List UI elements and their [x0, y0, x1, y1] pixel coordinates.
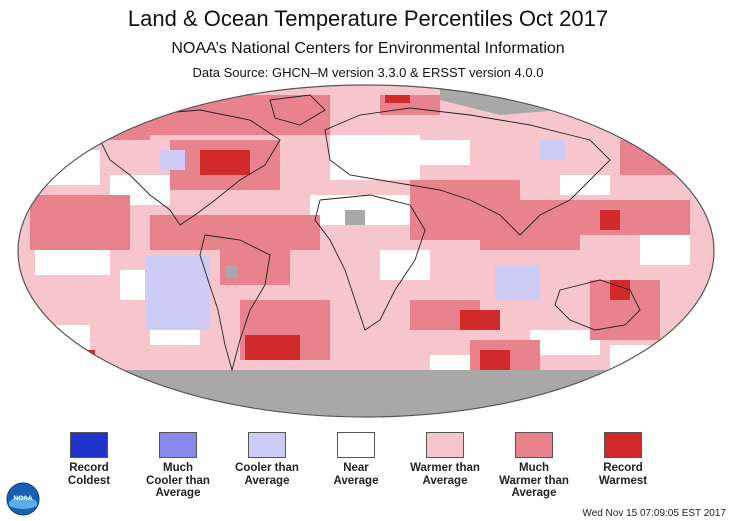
map-much-warmer-region [30, 195, 130, 250]
map-much-warmer-region [150, 95, 330, 135]
timestamp: Wed Nov 15 07:09:05 EST 2017 [582, 508, 726, 519]
legend-label: Cooler than Average [235, 462, 299, 487]
legend-item-cooler: Cooler than Average [225, 432, 309, 487]
map-near-region [530, 330, 600, 355]
logo-text: NOAA [13, 495, 32, 502]
coastlines [94, 94, 641, 372]
map-record-warm-region [80, 350, 95, 360]
legend-item-near-average: Near Average [314, 432, 398, 487]
legend-swatch [248, 432, 286, 458]
map-near-region [35, 250, 110, 275]
legend-label: Warmer than Average [410, 462, 480, 487]
map-title: Land & Ocean Temperature Percentiles Oct… [127, 6, 609, 31]
legend-label: Near Average [333, 462, 379, 487]
legend-label: Record Coldest [67, 462, 111, 487]
map-much-warmer-region [620, 140, 680, 175]
legend-swatch [70, 432, 108, 458]
map-no-data-region [18, 85, 120, 110]
eurasia-outline [324, 107, 611, 236]
map-cooler-region [540, 140, 565, 160]
map-near-region [610, 345, 670, 375]
map-record-warm-region [460, 310, 500, 330]
data-source: Data Source: GHCN–M version 3.3.0 & ERSS… [192, 65, 544, 80]
legend-label: Much Cooler than Average [146, 462, 210, 499]
map-record-warm-region [200, 150, 250, 175]
africa-outline [314, 194, 426, 331]
legend-item-much-cooler: Much Cooler than Average [136, 432, 220, 500]
map-near-region [330, 135, 420, 180]
legend-swatch [337, 432, 375, 458]
map-near-region [40, 150, 100, 185]
map-record-warm-region [245, 335, 300, 360]
map-no-data-region [345, 210, 365, 225]
globe-border [17, 84, 715, 418]
legend-label: Record Warmest [598, 462, 648, 487]
map-near-region [640, 235, 690, 265]
map-near-region [380, 250, 430, 280]
legend-swatch [604, 432, 642, 458]
legend-swatch [426, 432, 464, 458]
map-cooler-region [145, 255, 210, 330]
map-much-warmer-region [100, 120, 150, 140]
legend-swatch [159, 432, 197, 458]
australia-outline [554, 279, 641, 331]
map-record-warm-region [480, 350, 510, 370]
legend-swatch [515, 432, 553, 458]
map-cooler-region [495, 265, 540, 300]
map-cooler-region [160, 150, 185, 170]
legend-item-record-coldest: Record Coldest [47, 432, 131, 487]
legend-label: Much Warmer than Average [499, 462, 569, 499]
map-fill-layer [18, 85, 714, 417]
north-america-outline [94, 109, 281, 226]
map-subtitle: NOAA’s National Centers for Environmenta… [171, 40, 565, 57]
map-much-warmer-region [560, 200, 690, 235]
legend-item-record-warmest: Record Warmest [581, 432, 665, 487]
noaa-logo: NOAA [6, 482, 40, 516]
map-record-warm-region [610, 280, 630, 300]
map-much-warmer-region [150, 215, 320, 250]
map-no-data-region [225, 265, 238, 278]
legend-item-warmer: Warmer than Average [403, 432, 487, 487]
south-america-outline [199, 234, 271, 372]
legend-item-much-warmer: Much Warmer than Average [492, 432, 576, 500]
map-record-warm-region [385, 95, 410, 103]
map-record-warm-region [600, 210, 620, 230]
greenland-outline [269, 94, 326, 126]
map-no-data-region [18, 370, 714, 417]
map-near-region [420, 140, 470, 165]
map-much-warmer-region [590, 280, 660, 340]
